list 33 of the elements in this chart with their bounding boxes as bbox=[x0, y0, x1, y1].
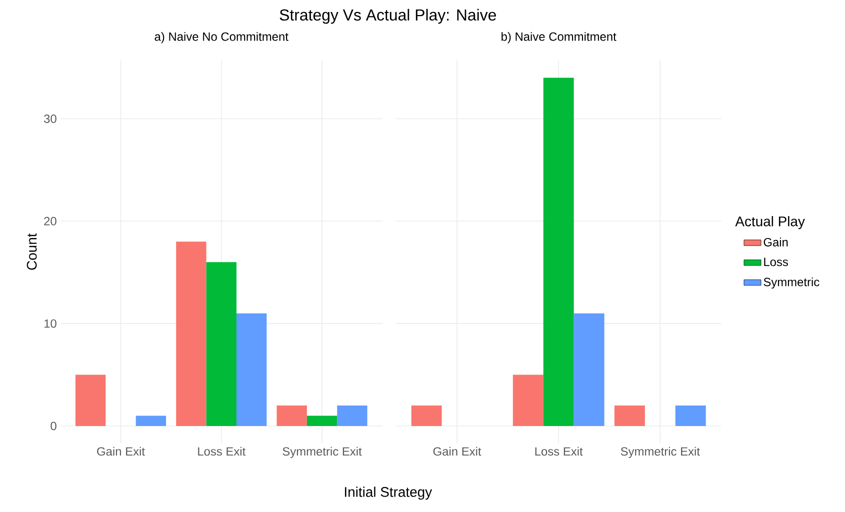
y-axis-title: Count bbox=[26, 233, 37, 270]
chart-subtitle: a) Naive No Commitment bbox=[154, 32, 288, 44]
bar bbox=[675, 405, 706, 426]
bar bbox=[512, 374, 544, 426]
y-tick-label: 0 bbox=[50, 422, 56, 430]
bar bbox=[574, 313, 604, 426]
bar bbox=[206, 262, 236, 426]
bar bbox=[614, 405, 645, 426]
bar bbox=[337, 405, 368, 426]
bar bbox=[543, 78, 574, 426]
legend-label: Gain bbox=[764, 238, 788, 246]
bar bbox=[276, 405, 307, 426]
bar bbox=[411, 405, 442, 426]
y-tick-label: 20 bbox=[44, 216, 56, 226]
x-tick-label: Symmetric Exit bbox=[620, 446, 700, 458]
x-tick-label: Gain Exit bbox=[97, 446, 145, 456]
bar bbox=[176, 242, 206, 426]
legend-label: Loss bbox=[764, 258, 788, 266]
x-tick-label: Gain Exit bbox=[433, 446, 482, 456]
legend-label: Symmetric bbox=[764, 277, 820, 289]
x-axis-title: Initial Strategy bbox=[344, 486, 432, 500]
y-tick-label: 10 bbox=[44, 319, 56, 328]
chart-subtitle: b) Naive Commitment bbox=[502, 32, 616, 44]
legend-title: Actual Play bbox=[735, 216, 805, 230]
bar bbox=[136, 416, 166, 426]
x-tick-label: Symmetric Exit bbox=[282, 446, 362, 458]
y-tick-label: 30 bbox=[44, 114, 56, 123]
bar bbox=[306, 416, 338, 426]
bar bbox=[75, 374, 106, 426]
bar bbox=[236, 313, 267, 426]
x-tick-label: Loss Exit bbox=[535, 446, 583, 456]
chart-title: Strategy Vs Actual Play: Naive bbox=[280, 8, 496, 24]
x-tick-label: Loss Exit bbox=[198, 446, 246, 456]
